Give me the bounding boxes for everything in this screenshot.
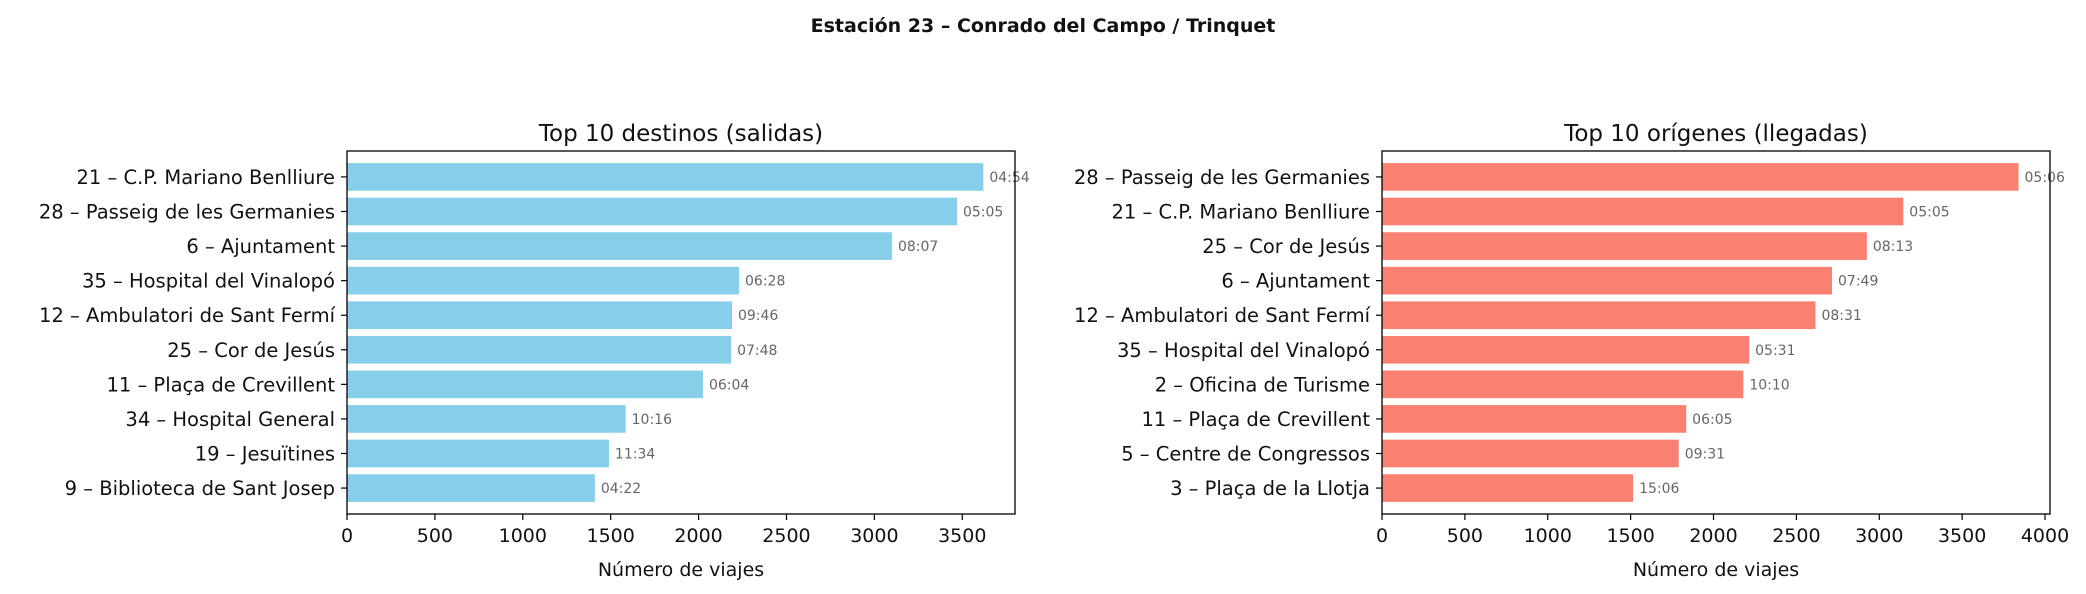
bar-data-label: 05:31	[1755, 343, 1795, 359]
bar	[1382, 370, 1744, 399]
bar	[347, 197, 957, 226]
bar-data-label: 05:06	[2025, 170, 2065, 186]
bar-data-label: 08:07	[898, 239, 938, 255]
bar	[1382, 197, 1904, 226]
y-tick-label: 34 – Hospital General	[125, 408, 335, 431]
bar	[1382, 439, 1679, 468]
x-tick-label: 500	[1447, 525, 1483, 547]
x-tick-label: 4000	[2021, 525, 2069, 547]
panel-title: Top 10 orígenes (llegadas)	[1563, 121, 1868, 147]
bar-data-label: 10:16	[632, 412, 672, 428]
x-tick-label: 2000	[674, 525, 722, 547]
bar	[1382, 301, 1816, 330]
y-tick-label: 2 – Oficina de Turisme	[1155, 373, 1370, 396]
x-tick-label: 2000	[1689, 525, 1737, 547]
panel-title: Top 10 destinos (salidas)	[538, 121, 823, 147]
x-tick-label: 3000	[1855, 525, 1903, 547]
bar-data-label: 15:06	[1639, 481, 1679, 497]
bar	[1382, 232, 1867, 260]
bar	[1382, 405, 1687, 433]
y-tick-label: 12 – Ambulatori de Sant Fermí	[1074, 304, 1371, 327]
x-tick-label: 0	[1376, 525, 1388, 547]
y-tick-label: 6 – Ajuntament	[1221, 270, 1370, 293]
y-tick-label: 6 – Ajuntament	[186, 235, 335, 258]
bar	[347, 439, 609, 468]
axes-frame	[1381, 150, 2051, 515]
x-tick-label: 1500	[587, 525, 635, 547]
bar-data-label: 04:54	[989, 170, 1029, 186]
bar	[1382, 163, 2019, 191]
bar	[1382, 266, 1833, 295]
bar-data-label: 05:05	[963, 205, 1003, 221]
y-tick-label: 19 – Jesuïtines	[195, 443, 335, 466]
x-tick-label: 1000	[1524, 525, 1572, 547]
y-tick-label: 28 – Passeig de les Germanies	[1074, 166, 1370, 189]
bar	[347, 232, 892, 260]
bar	[1382, 335, 1750, 364]
bar	[347, 405, 626, 433]
x-axis-label: Número de viajes	[1633, 559, 1799, 581]
y-tick-label: 11 – Plaça de Crevillent	[1141, 408, 1370, 431]
bar	[347, 474, 595, 502]
bar	[347, 370, 703, 399]
axes-frame	[346, 150, 1016, 515]
x-tick-label: 1500	[1606, 525, 1654, 547]
y-tick-label: 35 – Hospital del Vinalopó	[82, 270, 335, 293]
y-tick-label: 12 – Ambulatori de Sant Fermí	[39, 304, 336, 327]
bar	[347, 266, 740, 295]
bar-data-label: 06:04	[709, 377, 749, 393]
x-axis-label: Número de viajes	[598, 559, 764, 581]
y-tick-label: 5 – Centre de Congressos	[1121, 443, 1370, 466]
bar-data-label: 08:31	[1821, 308, 1861, 324]
bar-data-label: 09:46	[738, 308, 778, 324]
x-tick-label: 3500	[938, 525, 986, 547]
bar	[347, 163, 984, 191]
x-tick-label: 1000	[499, 525, 547, 547]
x-tick-label: 2500	[1772, 525, 1820, 547]
bar-data-label: 08:13	[1873, 239, 1913, 255]
y-tick-label: 35 – Hospital del Vinalopó	[1117, 339, 1370, 362]
x-tick-label: 3000	[850, 525, 898, 547]
bar-data-label: 06:28	[745, 274, 785, 290]
bar-data-label: 04:22	[601, 481, 641, 497]
y-tick-label: 28 – Passeig de les Germanies	[39, 201, 335, 224]
x-tick-label: 0	[341, 525, 353, 547]
y-tick-label: 11 – Plaça de Crevillent	[106, 373, 335, 396]
y-tick-label: 3 – Plaça de la Llotja	[1170, 477, 1370, 500]
x-tick-label: 2500	[762, 525, 810, 547]
figure-suptitle: Estación 23 – Conrado del Campo / Trinqu…	[811, 15, 1276, 37]
x-tick-label: 500	[417, 525, 453, 547]
bar-data-label: 07:49	[1838, 274, 1878, 290]
y-tick-label: 25 – Cor de Jesús	[1202, 235, 1370, 258]
y-tick-label: 9 – Biblioteca de Sant Josep	[65, 477, 335, 500]
bar-data-label: 06:05	[1692, 412, 1732, 428]
bar-data-label: 11:34	[615, 447, 655, 463]
panel-llegadas: Top 10 orígenes (llegadas) 05:06 28 – Pass…	[1074, 121, 2069, 581]
y-tick-label: 21 – C.P. Mariano Benlliure	[77, 166, 335, 189]
y-tick-label: 25 – Cor de Jesús	[167, 339, 335, 362]
panel-salidas: Top 10 destinos (salidas) 04:54 21 – C.P. …	[39, 121, 1030, 581]
bar-data-label: 09:31	[1685, 447, 1725, 463]
bar	[347, 335, 732, 364]
bar-data-label: 05:05	[1909, 205, 1949, 221]
x-tick-label: 3500	[1938, 525, 1986, 547]
bar-data-label: 10:10	[1749, 377, 1789, 393]
bar-data-label: 07:48	[737, 343, 777, 359]
bar	[1382, 474, 1634, 502]
y-tick-label: 21 – C.P. Mariano Benlliure	[1112, 201, 1370, 224]
bar	[347, 301, 732, 330]
